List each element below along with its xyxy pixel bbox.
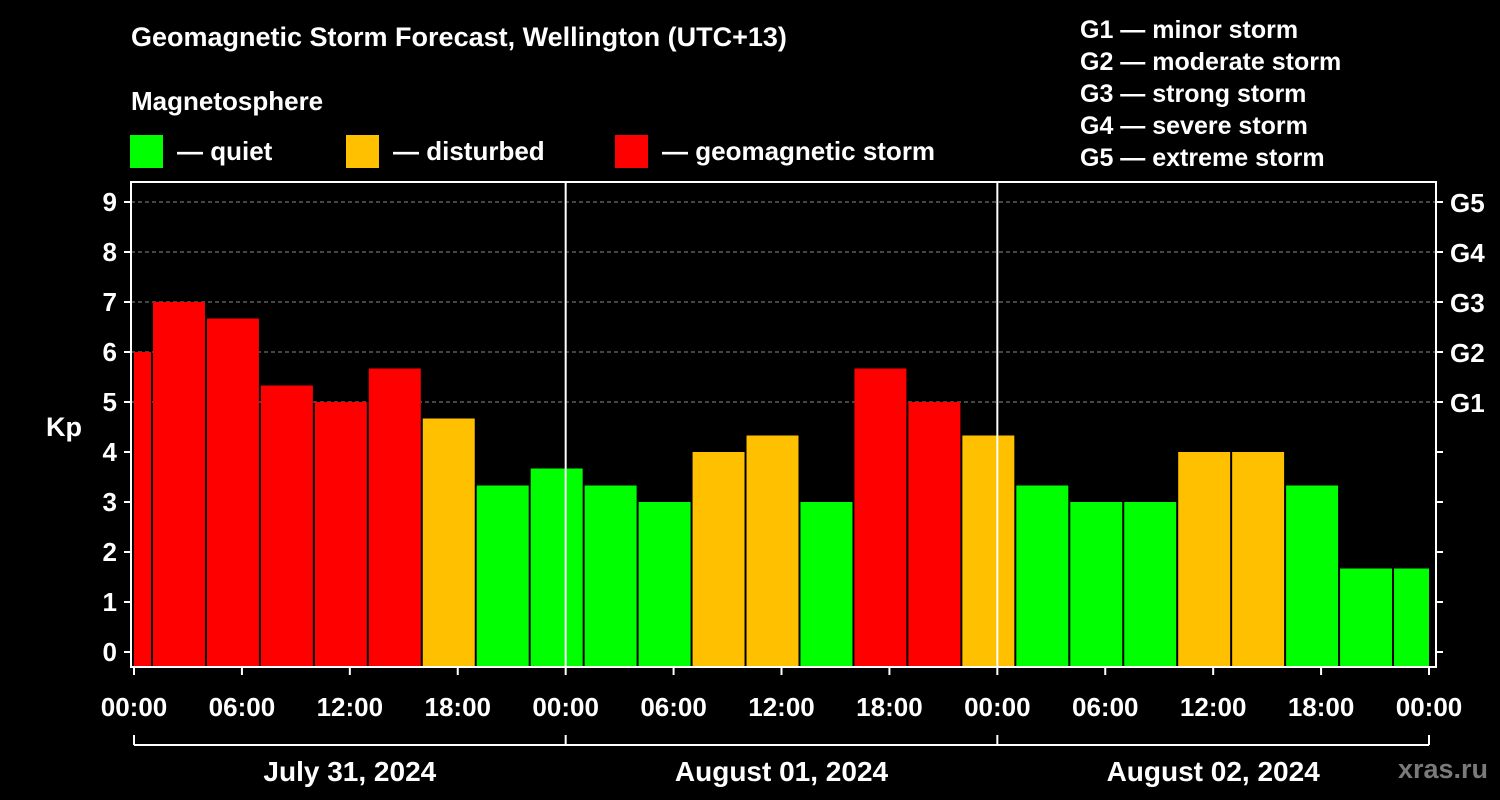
legend-quiet-label: — quiet	[177, 135, 273, 166]
kp-bar-5	[368, 368, 421, 667]
x-tick-label-8: 00:00	[964, 692, 1031, 722]
kp-bar-9	[584, 485, 637, 667]
watermark: xras.ru	[1397, 754, 1488, 784]
x-tick-label-9: 06:00	[1072, 692, 1139, 722]
y-tick-label-7: 7	[103, 287, 117, 317]
y-tick-label-8: 8	[103, 237, 117, 267]
g-tick-label-g1: G1	[1450, 388, 1485, 418]
g-scale-legend: G1 — minor storm G2 — moderate storm G3 …	[1080, 14, 1341, 174]
kp-bar-17	[1016, 485, 1069, 667]
kp-bar-24	[1394, 568, 1429, 667]
x-tick-label-3: 18:00	[425, 692, 492, 722]
g-tick-label-g3: G3	[1450, 288, 1485, 318]
y-tick-label-3: 3	[103, 487, 117, 517]
g-scale-g3: G3 — strong storm	[1080, 80, 1307, 108]
kp-bar-21	[1232, 452, 1285, 667]
kp-bar-15	[908, 402, 961, 667]
kp-bar-14	[854, 368, 907, 667]
chart-title: Geomagnetic Storm Forecast, Wellington (…	[131, 22, 787, 52]
legend-storm: — geomagnetic storm	[615, 134, 935, 168]
legend-quiet: — quiet	[130, 134, 272, 168]
x-tick-label-1: 06:00	[209, 692, 276, 722]
x-tick-label-2: 12:00	[317, 692, 384, 722]
legend-storm-label: — geomagnetic storm	[662, 135, 936, 166]
date-label-1: August 01, 2024	[675, 756, 889, 787]
kp-bar-8	[530, 468, 583, 667]
g-scale-g2: G2 — moderate storm	[1080, 48, 1342, 76]
legend-disturbed: — disturbed	[346, 134, 545, 168]
y-tick-label-0: 0	[103, 637, 117, 667]
kp-bar-13	[800, 502, 853, 667]
kp-bar-1	[152, 302, 205, 667]
y-tick-label-4: 4	[103, 437, 118, 467]
chart-subtitle: Magnetosphere	[131, 86, 324, 116]
kp-bar-3	[260, 385, 313, 667]
x-tick-label-5: 06:00	[640, 692, 707, 722]
x-tick-label-7: 18:00	[856, 692, 923, 722]
x-tick-label-6: 12:00	[748, 692, 815, 722]
legend-storm-swatch	[615, 134, 648, 168]
g-tick-label-g4: G4	[1450, 238, 1485, 268]
x-tick-label-12: 00:00	[1396, 692, 1463, 722]
kp-bar-19	[1124, 502, 1177, 667]
kp-bar-7	[476, 485, 529, 667]
x-tick-label-0: 00:00	[101, 692, 168, 722]
x-tick-label-11: 18:00	[1288, 692, 1355, 722]
y-tick-label-9: 9	[103, 187, 117, 217]
legend-quiet-swatch	[130, 134, 163, 168]
date-label-2: August 02, 2024	[1107, 756, 1321, 787]
y-tick-label-2: 2	[103, 537, 117, 567]
kp-bar-0	[134, 352, 151, 667]
g-tick-label-g5: G5	[1450, 188, 1485, 218]
kp-bar-22	[1286, 485, 1339, 667]
x-tick-label-10: 12:00	[1180, 692, 1247, 722]
kp-bar-10	[638, 502, 691, 667]
y-tick-label-6: 6	[103, 337, 117, 367]
kp-bar-18	[1070, 502, 1123, 667]
y-tick-label-1: 1	[103, 587, 117, 617]
plot-frame	[130, 181, 1437, 668]
x-tick-label-4: 00:00	[532, 692, 599, 722]
g-scale-g1: G1 — minor storm	[1080, 16, 1299, 44]
date-label-0: July 31, 2024	[263, 756, 436, 787]
y-tick-label-5: 5	[103, 387, 117, 417]
legend-disturbed-swatch	[346, 134, 379, 168]
g-scale-g4: G4 — severe storm	[1080, 112, 1308, 140]
kp-bar-6	[422, 418, 475, 667]
y-axis-label: Kp	[46, 412, 82, 442]
kp-bar-20	[1178, 452, 1231, 667]
legend-disturbed-label: — disturbed	[393, 135, 545, 166]
kp-bar-16	[962, 435, 1015, 667]
kp-bar-12	[746, 435, 799, 667]
kp-bar-23	[1340, 568, 1393, 667]
g-tick-label-g2: G2	[1450, 338, 1485, 368]
kp-bar-2	[206, 318, 259, 667]
kp-bar-11	[692, 452, 745, 667]
kp-bar-4	[314, 402, 367, 667]
g-scale-g5: G5 — extreme storm	[1080, 144, 1325, 172]
